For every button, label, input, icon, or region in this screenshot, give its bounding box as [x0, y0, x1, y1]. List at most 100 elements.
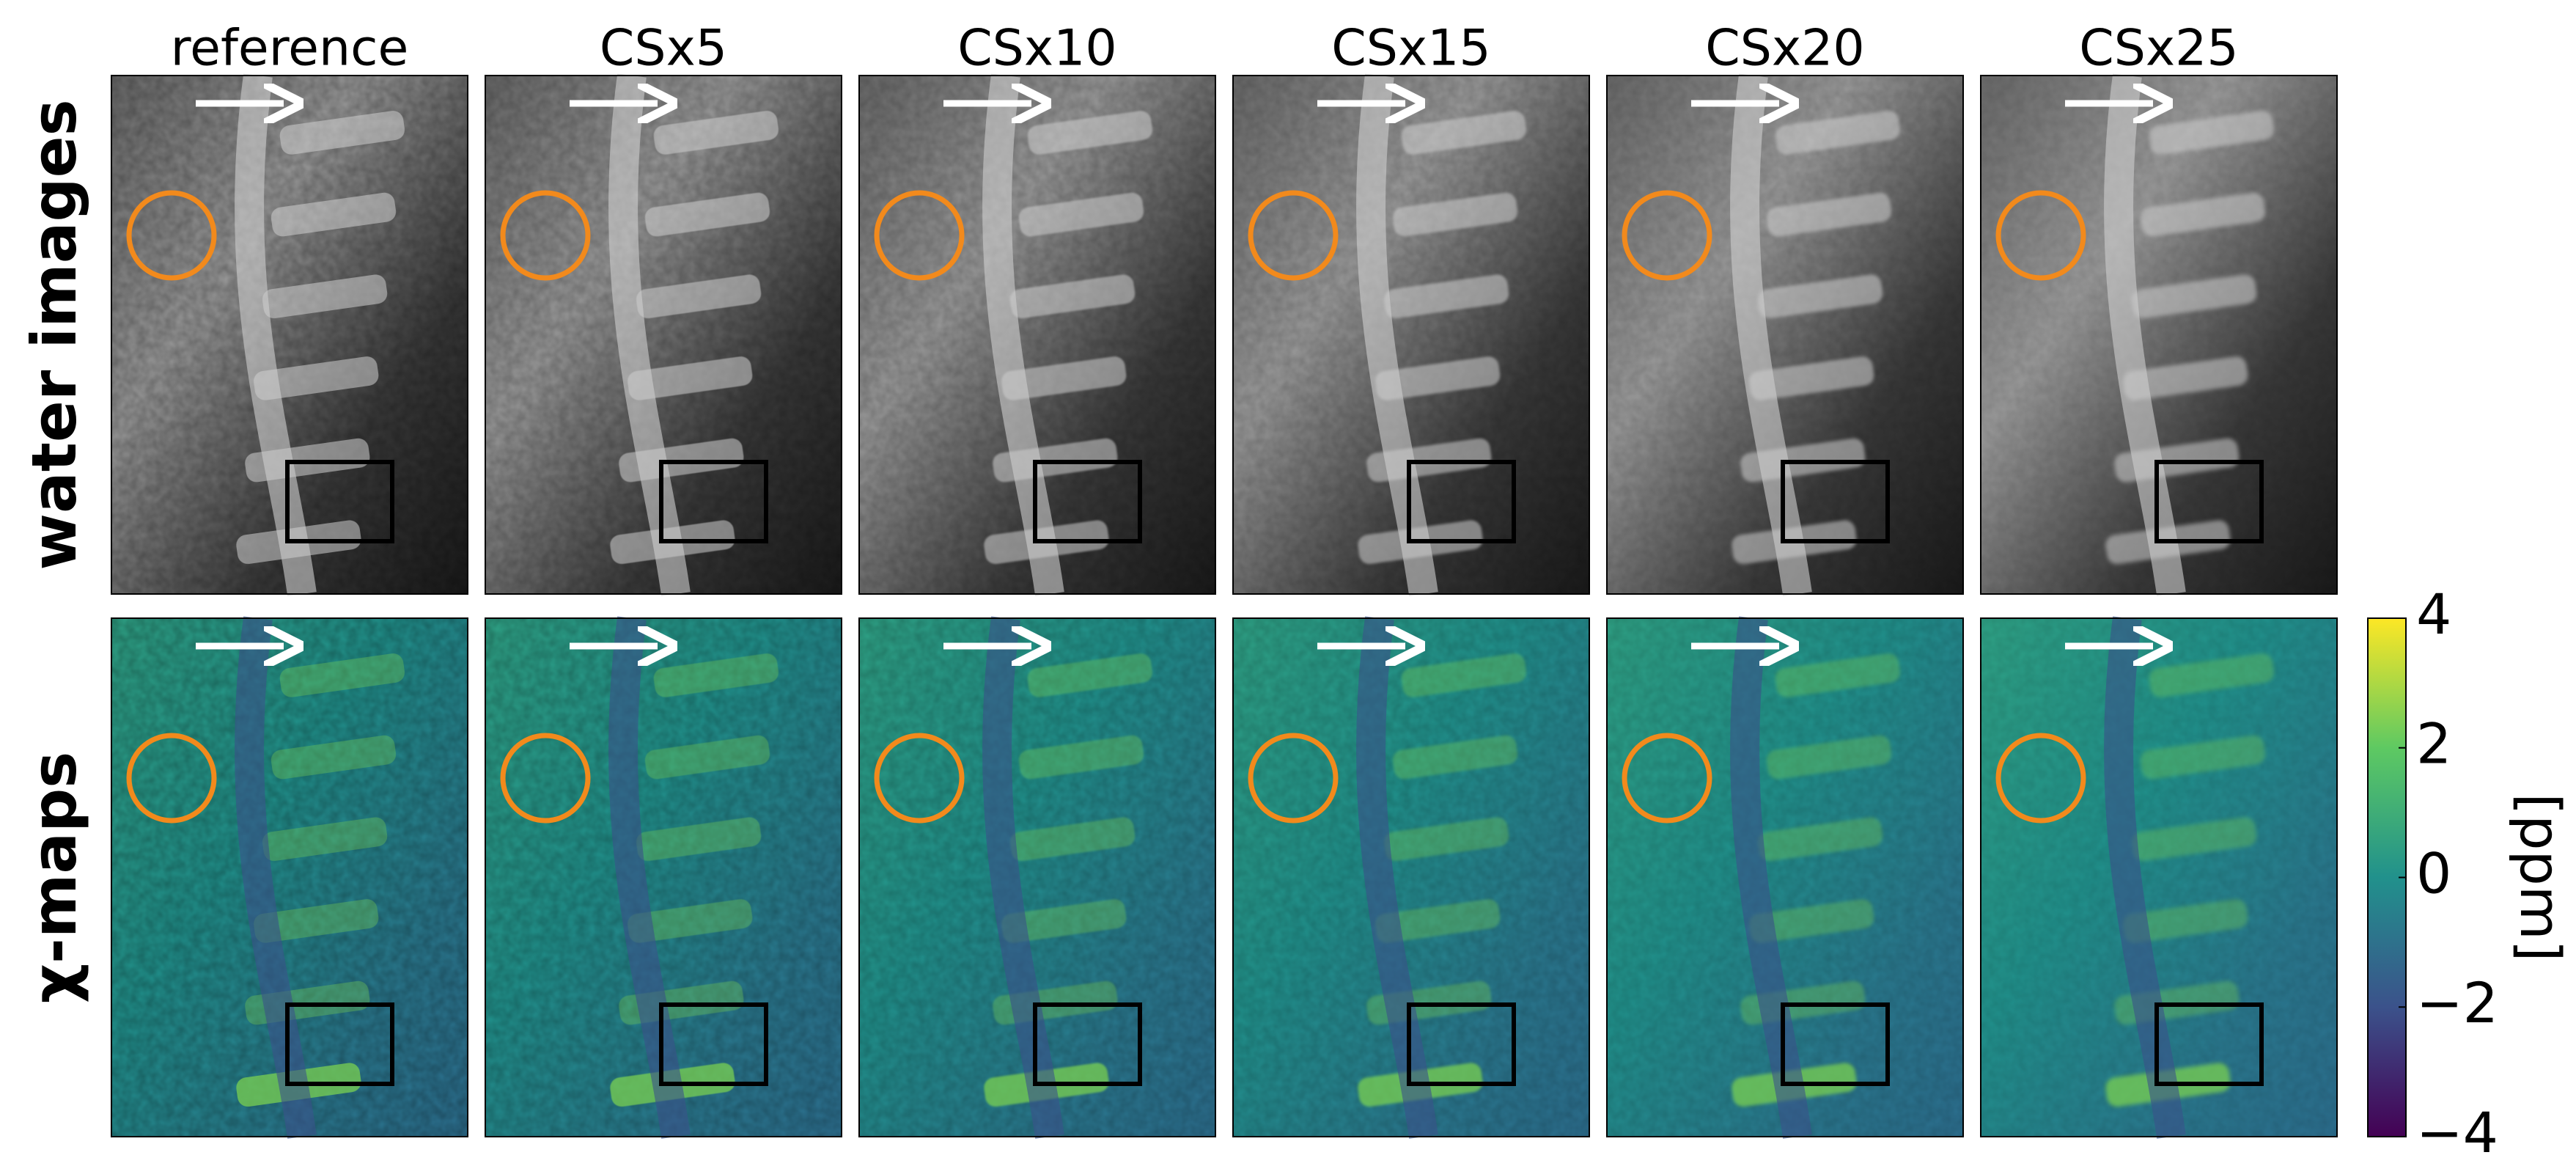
vertebra	[254, 356, 379, 400]
spine-cord	[234, 73, 317, 596]
spine-cord	[982, 73, 1064, 596]
image-border	[111, 75, 468, 595]
image-panel	[111, 616, 468, 1139]
image-panel	[485, 616, 842, 1139]
spine-cord	[2103, 73, 2186, 596]
row-label: water images	[18, 99, 90, 570]
image-panel	[858, 616, 1216, 1139]
highlight-circle	[1622, 733, 1712, 824]
highlight-box	[659, 460, 768, 543]
colorbar-tick-label: 4	[2416, 582, 2451, 647]
vertebra	[1757, 817, 1883, 862]
vertebra	[2140, 735, 2266, 780]
image-panel	[485, 73, 842, 596]
image-border	[1606, 75, 1964, 595]
image-panel	[858, 73, 1216, 596]
vertebra	[1018, 735, 1144, 780]
image-border	[485, 75, 842, 595]
highlight-circle	[1995, 190, 2086, 281]
vertebra	[1001, 899, 1127, 943]
column-title: CSx25	[2079, 20, 2238, 78]
spine-cord	[982, 616, 1064, 1139]
spine-cord	[608, 73, 691, 596]
panels	[111, 73, 2338, 1139]
vertebra	[1375, 356, 1501, 400]
colorbar-tick-label: 2	[2416, 711, 2451, 777]
spine-cord	[2103, 616, 2186, 1139]
colorbar: −4 −2 0 2 4 [ppm]	[2367, 582, 2573, 1155]
image-panel	[1232, 616, 1590, 1139]
vertebra	[271, 735, 397, 780]
highlight-circle	[126, 733, 217, 824]
labels: reference CSx5 CSx10 CSx15 CSx20 CSx25 water i…	[18, 20, 2239, 1004]
spine-cord	[1729, 73, 1812, 596]
vertebra	[636, 274, 762, 319]
image-panel	[1980, 73, 2338, 596]
highlight-circle	[1622, 190, 1712, 281]
image-panel	[1606, 616, 1964, 1139]
vertebra	[2149, 111, 2274, 155]
column-title: CSx15	[1331, 20, 1490, 78]
column-title: reference	[171, 20, 409, 78]
highlight-box	[1781, 460, 1890, 543]
image-border	[1980, 617, 2338, 1137]
vertebra	[1766, 192, 1892, 237]
image-panel	[1980, 616, 2338, 1139]
vertebra	[2123, 899, 2248, 943]
highlight-box	[1781, 1002, 1890, 1086]
image-panel	[1232, 73, 1590, 596]
colorbar-label: [ppm]	[2508, 793, 2573, 962]
vertebra	[644, 192, 770, 237]
highlight-box	[1407, 1002, 1516, 1086]
column-title: CSx5	[600, 20, 727, 78]
vertebra	[2123, 356, 2248, 400]
vertebra	[1027, 111, 1152, 155]
highlight-box	[1033, 460, 1142, 543]
vertebra	[653, 111, 779, 155]
image-border	[858, 617, 1216, 1137]
vertebra	[628, 899, 753, 943]
image-border	[858, 75, 1216, 595]
highlight-box	[2154, 460, 2264, 543]
highlight-circle	[500, 733, 591, 824]
spine-cord	[1355, 616, 1438, 1139]
vertebra	[1401, 653, 1526, 697]
spine-cord	[234, 616, 317, 1139]
spine-cord	[1355, 73, 1438, 596]
image-border	[111, 617, 468, 1137]
highlight-circle	[1248, 190, 1339, 281]
vertebra	[1009, 274, 1136, 319]
vertebra	[1775, 653, 1900, 697]
colorbar-tick-label: −2	[2416, 970, 2498, 1035]
highlight-box	[285, 1002, 394, 1086]
vertebra	[2149, 653, 2274, 697]
vertebra	[279, 111, 405, 155]
vertebra	[1749, 356, 1874, 400]
vertebra	[1757, 274, 1883, 319]
vertebra	[2131, 274, 2257, 319]
highlight-circle	[874, 733, 965, 824]
highlight-circle	[126, 190, 217, 281]
highlight-circle	[874, 190, 965, 281]
vertebra	[1383, 817, 1509, 862]
vertebra	[1775, 111, 1900, 155]
spine-cord	[1729, 616, 1812, 1139]
vertebra	[279, 653, 405, 697]
highlight-box	[285, 460, 394, 543]
row-label: χ-maps	[18, 752, 90, 1003]
vertebra	[1749, 899, 1874, 943]
highlight-box	[659, 1002, 768, 1086]
spine-cord	[608, 616, 691, 1139]
image-border	[1980, 75, 2338, 595]
image-panel	[1606, 73, 1964, 596]
column-title: CSx10	[957, 20, 1116, 78]
vertebra	[1375, 899, 1501, 943]
vertebra	[2131, 817, 2257, 862]
vertebra	[271, 192, 397, 237]
image-border	[1606, 617, 1964, 1137]
vertebra	[262, 274, 388, 319]
highlight-circle	[1995, 733, 2086, 824]
image-border	[1232, 75, 1590, 595]
